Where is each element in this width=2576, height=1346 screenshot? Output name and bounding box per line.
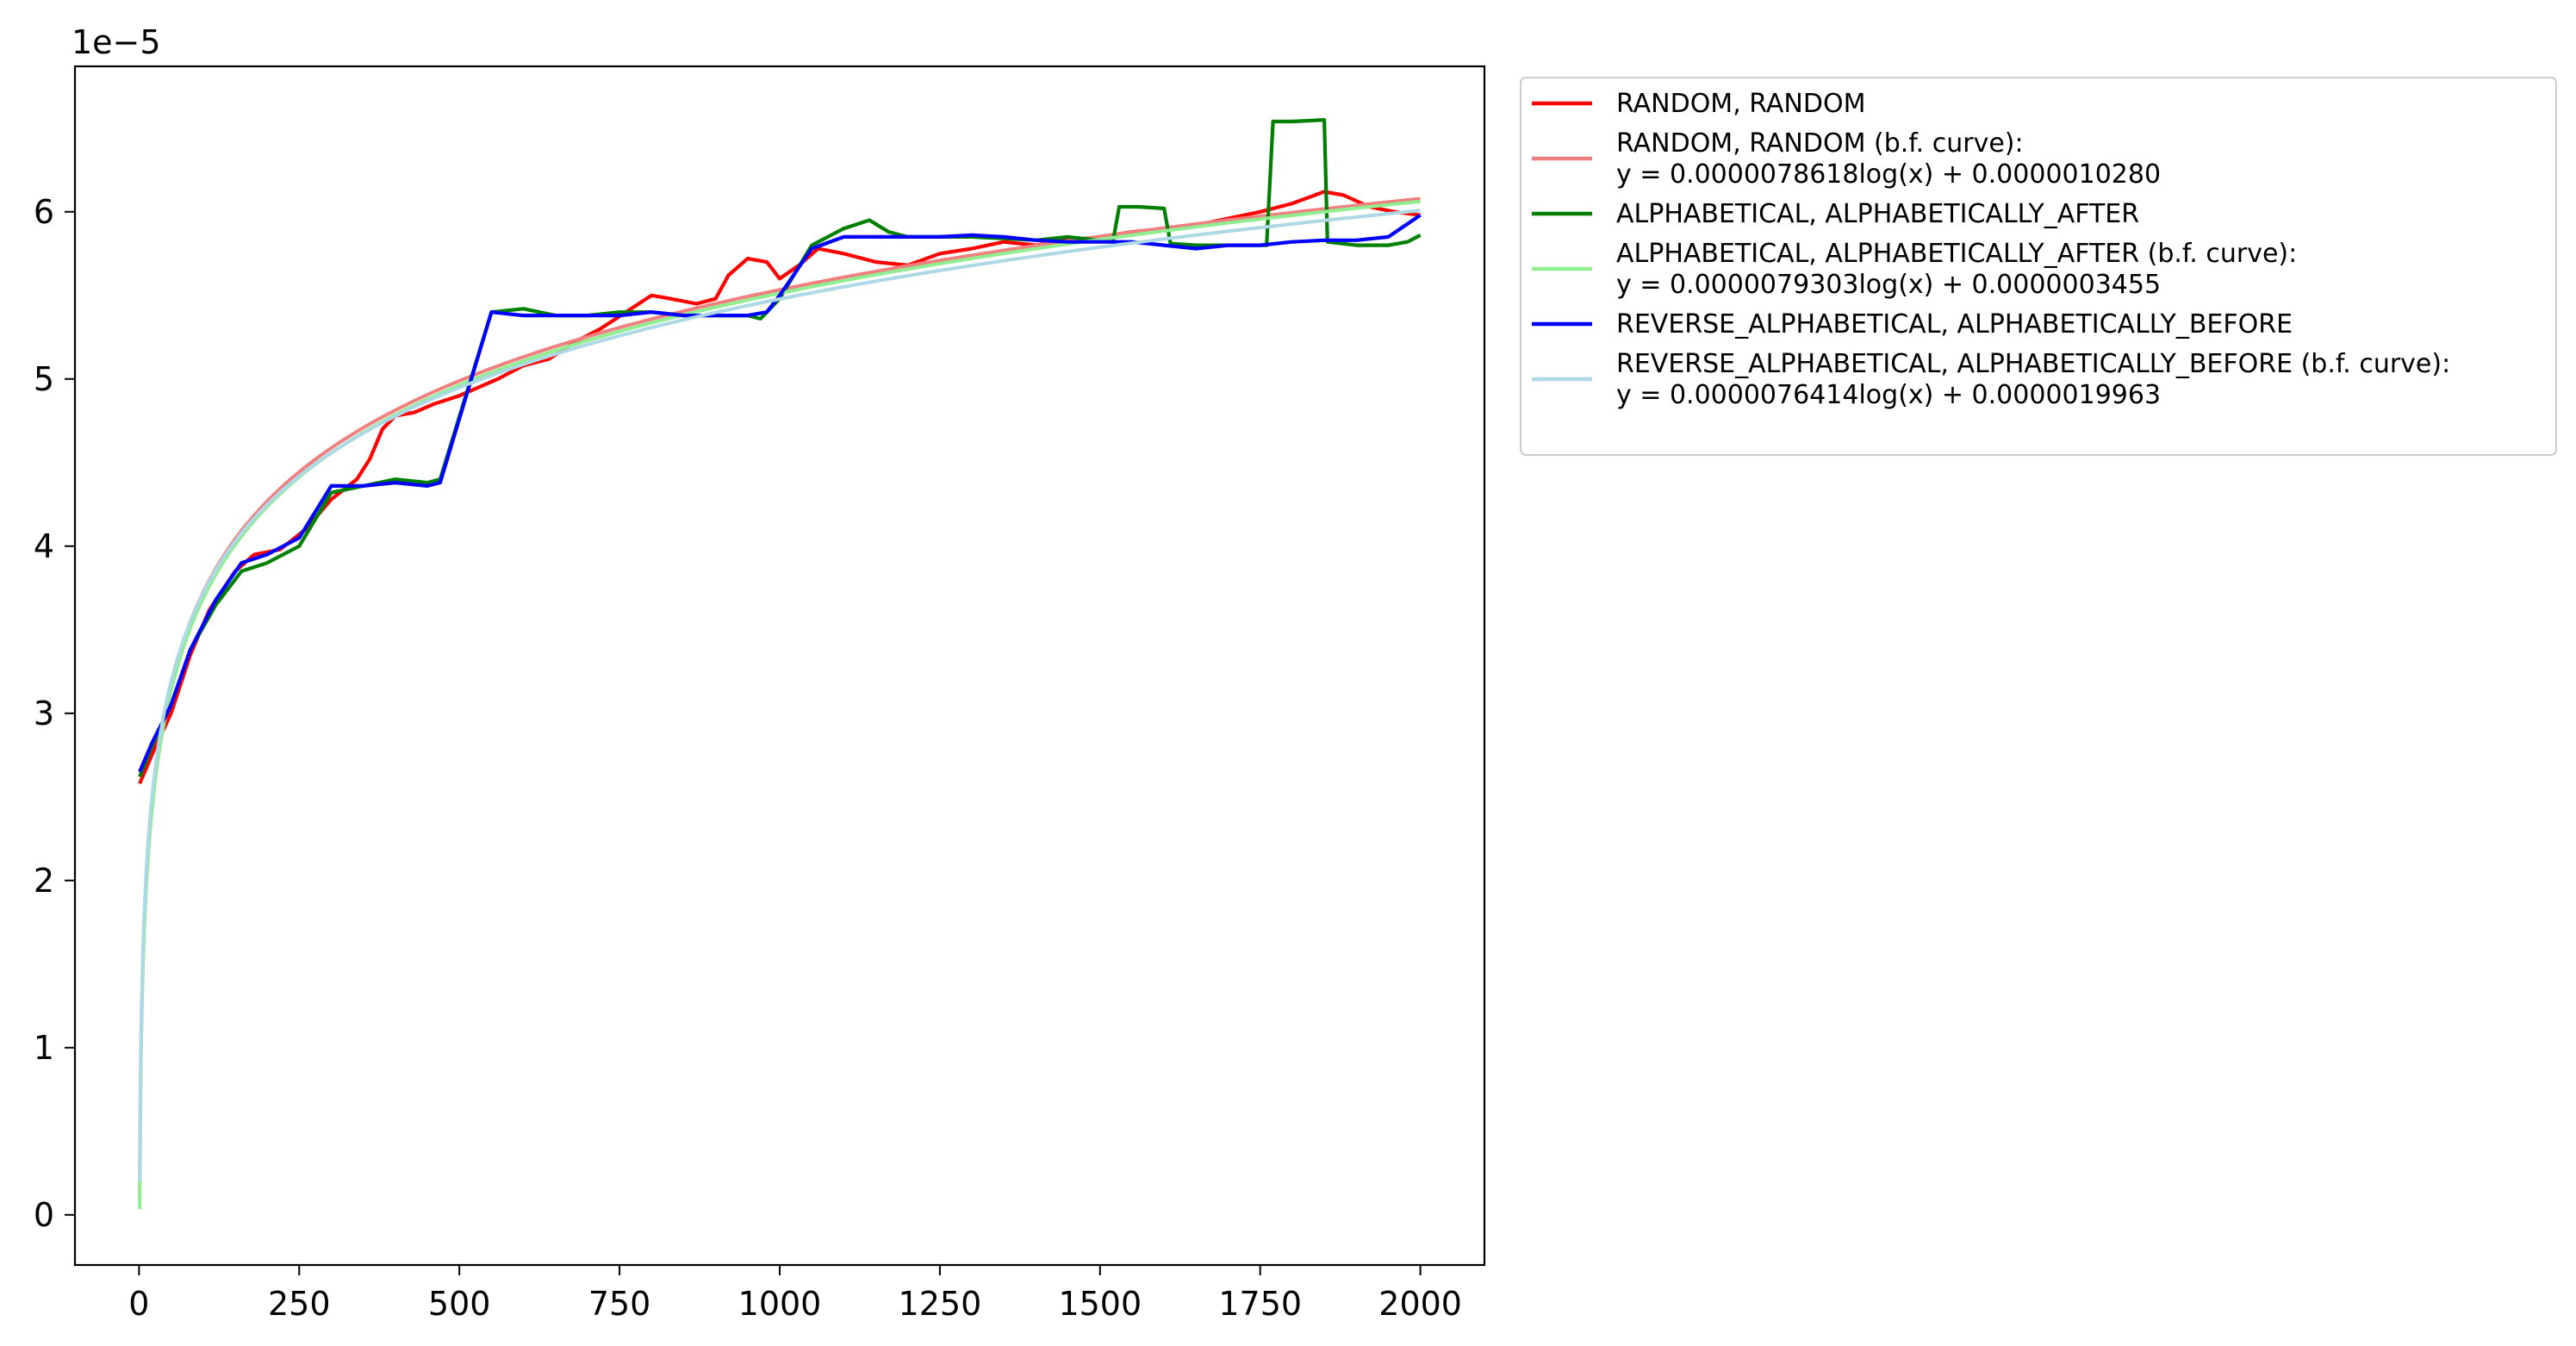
y-tick-label: 3 xyxy=(34,695,54,732)
x-tick-label: 750 xyxy=(588,1285,651,1323)
legend-label: RANDOM, RANDOM xyxy=(1616,89,1865,119)
legend-label: RANDOM, RANDOM (b.f. curve): xyxy=(1616,128,2024,159)
legend: RANDOM, RANDOM RANDOM, RANDOM (b.f. curve… xyxy=(1520,77,2557,456)
y-tick-label: 2 xyxy=(34,862,54,900)
legend-label: ALPHABETICAL, ALPHABETICALLY_AFTER (b.f.… xyxy=(1616,239,2297,269)
legend-frame xyxy=(1520,77,2557,456)
x-tick-label: 1250 xyxy=(899,1285,982,1323)
legend-label: ALPHABETICAL, ALPHABETICALLY_AFTER xyxy=(1616,199,2139,229)
x-tick-label: 2000 xyxy=(1378,1285,1462,1323)
series-line-6 xyxy=(138,209,1421,1182)
x-axis: 0 250 500 750 1000 1250 1500 1750 2000 xyxy=(128,1265,1462,1323)
y-axis-offset-label: 1e−5 xyxy=(72,23,161,61)
y-axis: 0 1 2 3 4 5 6 xyxy=(34,193,75,1234)
y-tick-label: 6 xyxy=(34,193,54,231)
legend-equation: y = 0.0000076414log(x) + 0.0000019963 xyxy=(1616,380,2161,410)
series-line-5 xyxy=(138,213,1422,773)
x-tick-label: 500 xyxy=(428,1285,491,1323)
y-tick-label: 1 xyxy=(34,1029,54,1067)
legend-equation: y = 0.0000078618log(x) + 0.0000010280 xyxy=(1616,159,2161,190)
y-tick-label: 4 xyxy=(34,527,54,565)
legend-equation: y = 0.0000079303log(x) + 0.0000003455 xyxy=(1616,270,2161,300)
legend-label: REVERSE_ALPHABETICAL, ALPHABETICALLY_BEF… xyxy=(1616,309,2293,340)
legend-label: REVERSE_ALPHABETICAL, ALPHABETICALLY_BEF… xyxy=(1616,349,2450,379)
x-tick-label: 1750 xyxy=(1218,1285,1302,1323)
y-tick-label: 0 xyxy=(34,1196,54,1234)
series-layer xyxy=(138,118,1422,1210)
x-tick-label: 0 xyxy=(128,1285,149,1323)
x-tick-label: 250 xyxy=(268,1285,331,1323)
x-tick-label: 1500 xyxy=(1058,1285,1142,1323)
legend-items: RANDOM, RANDOM RANDOM, RANDOM (b.f. curve… xyxy=(1532,89,2450,410)
x-tick-label: 1000 xyxy=(738,1285,822,1323)
y-tick-label: 5 xyxy=(34,360,54,398)
